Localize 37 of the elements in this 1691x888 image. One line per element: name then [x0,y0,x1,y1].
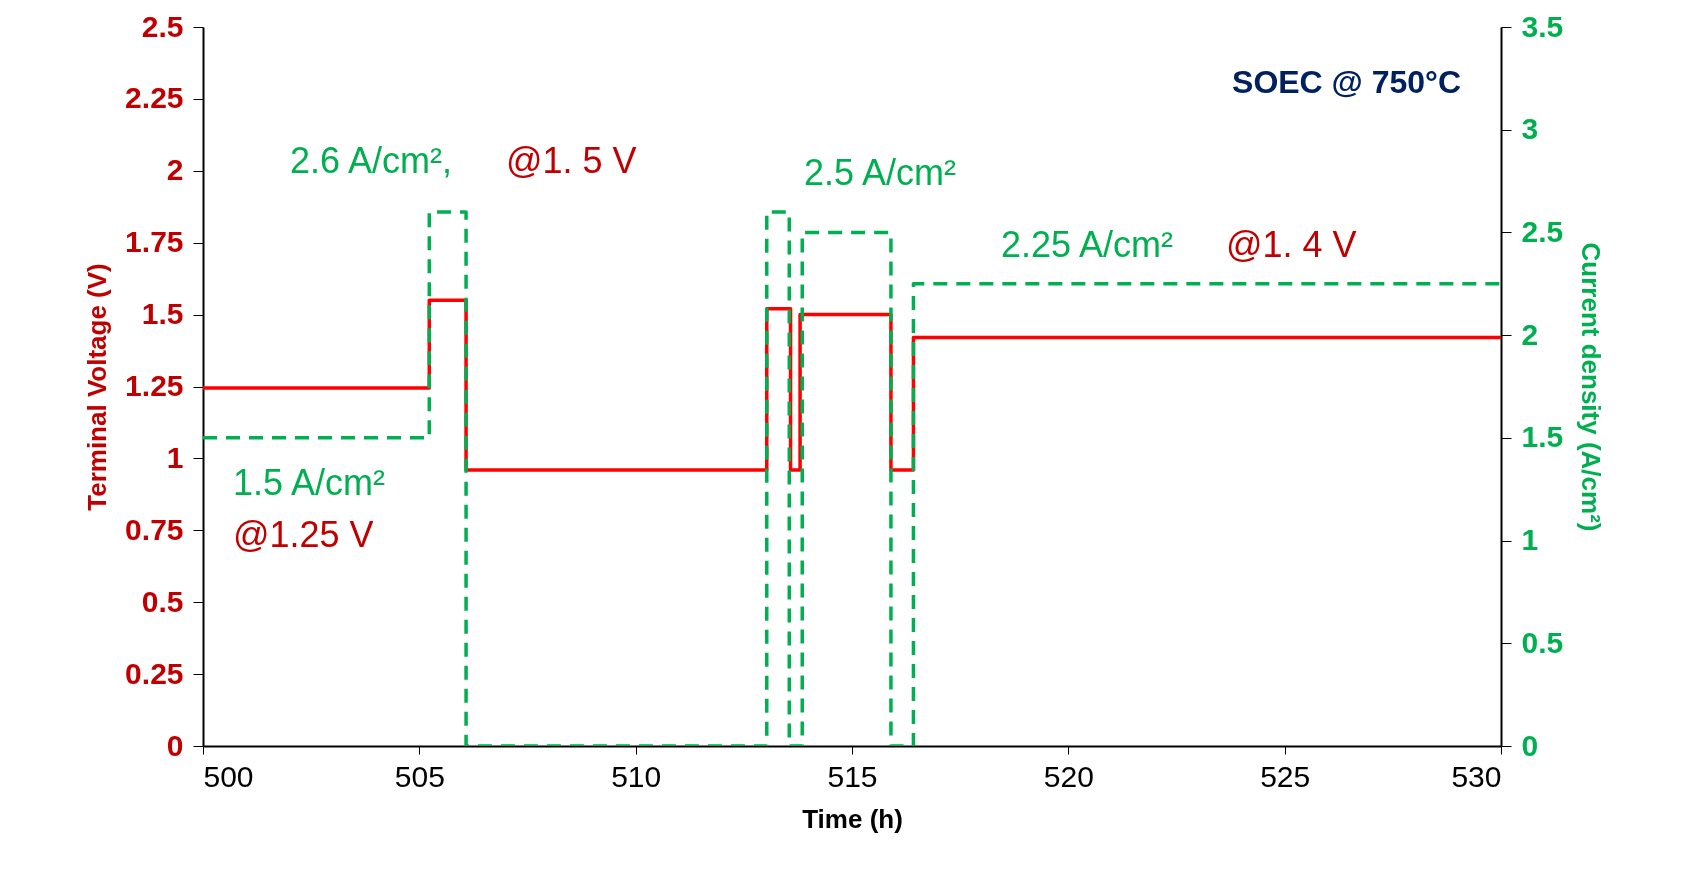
y-tick-label: 1.25 [125,369,184,402]
annotation: 2.5 A/cm² [804,152,957,193]
y2-tick-label: 1 [1521,523,1539,557]
y2-tick-label: 2 [1521,317,1539,351]
y2-tick-label: 1.5 [1521,420,1564,454]
y2-tick-label: 0 [1521,728,1539,762]
x-tick-label: 505 [394,759,445,793]
x-tick-label: 520 [1043,759,1094,793]
y2-axis-title: Current density (A/cm²) [1576,242,1607,532]
y-tick-label: 2 [166,153,184,187]
y-tick-label: 0 [166,728,184,762]
y2-tick-label: 0.5 [1521,625,1564,659]
y2-tick-label: 2.5 [1521,214,1564,248]
annotation: SOEC @ 750°C [1232,64,1461,100]
annotation: 2.6 A/cm², [290,140,453,181]
y-tick-label: 2.5 [141,9,184,43]
x-tick-label: 530 [1451,759,1502,793]
annotation: @1.25 V [233,514,374,555]
y-tick-label: 0.25 [125,656,184,690]
x-tick-label: 500 [203,759,254,793]
y2-tick-label: 3.5 [1521,9,1564,43]
y-tick-label: 1 [166,440,184,474]
y-axis-title: Terminal Voltage (V) [82,263,113,511]
y-tick-label: 1.75 [125,225,184,259]
x-tick-label: 525 [1260,759,1311,793]
x-tick-label: 515 [827,759,878,793]
annotation: @1. 5 V [506,140,637,181]
y-tick-label: 0.5 [141,584,184,618]
y-tick-label: 1.5 [141,297,184,331]
annotation: 2.25 A/cm² [1001,224,1174,265]
y2-tick-label: 3 [1521,112,1539,146]
y-tick-label: 2.25 [125,81,184,115]
annotation: @1. 4 V [1226,224,1357,265]
x-axis-title: Time (h) [802,803,903,834]
y-tick-label: 0.75 [125,512,184,546]
x-tick-label: 510 [611,759,662,793]
annotation: 1.5 A/cm² [233,462,386,503]
